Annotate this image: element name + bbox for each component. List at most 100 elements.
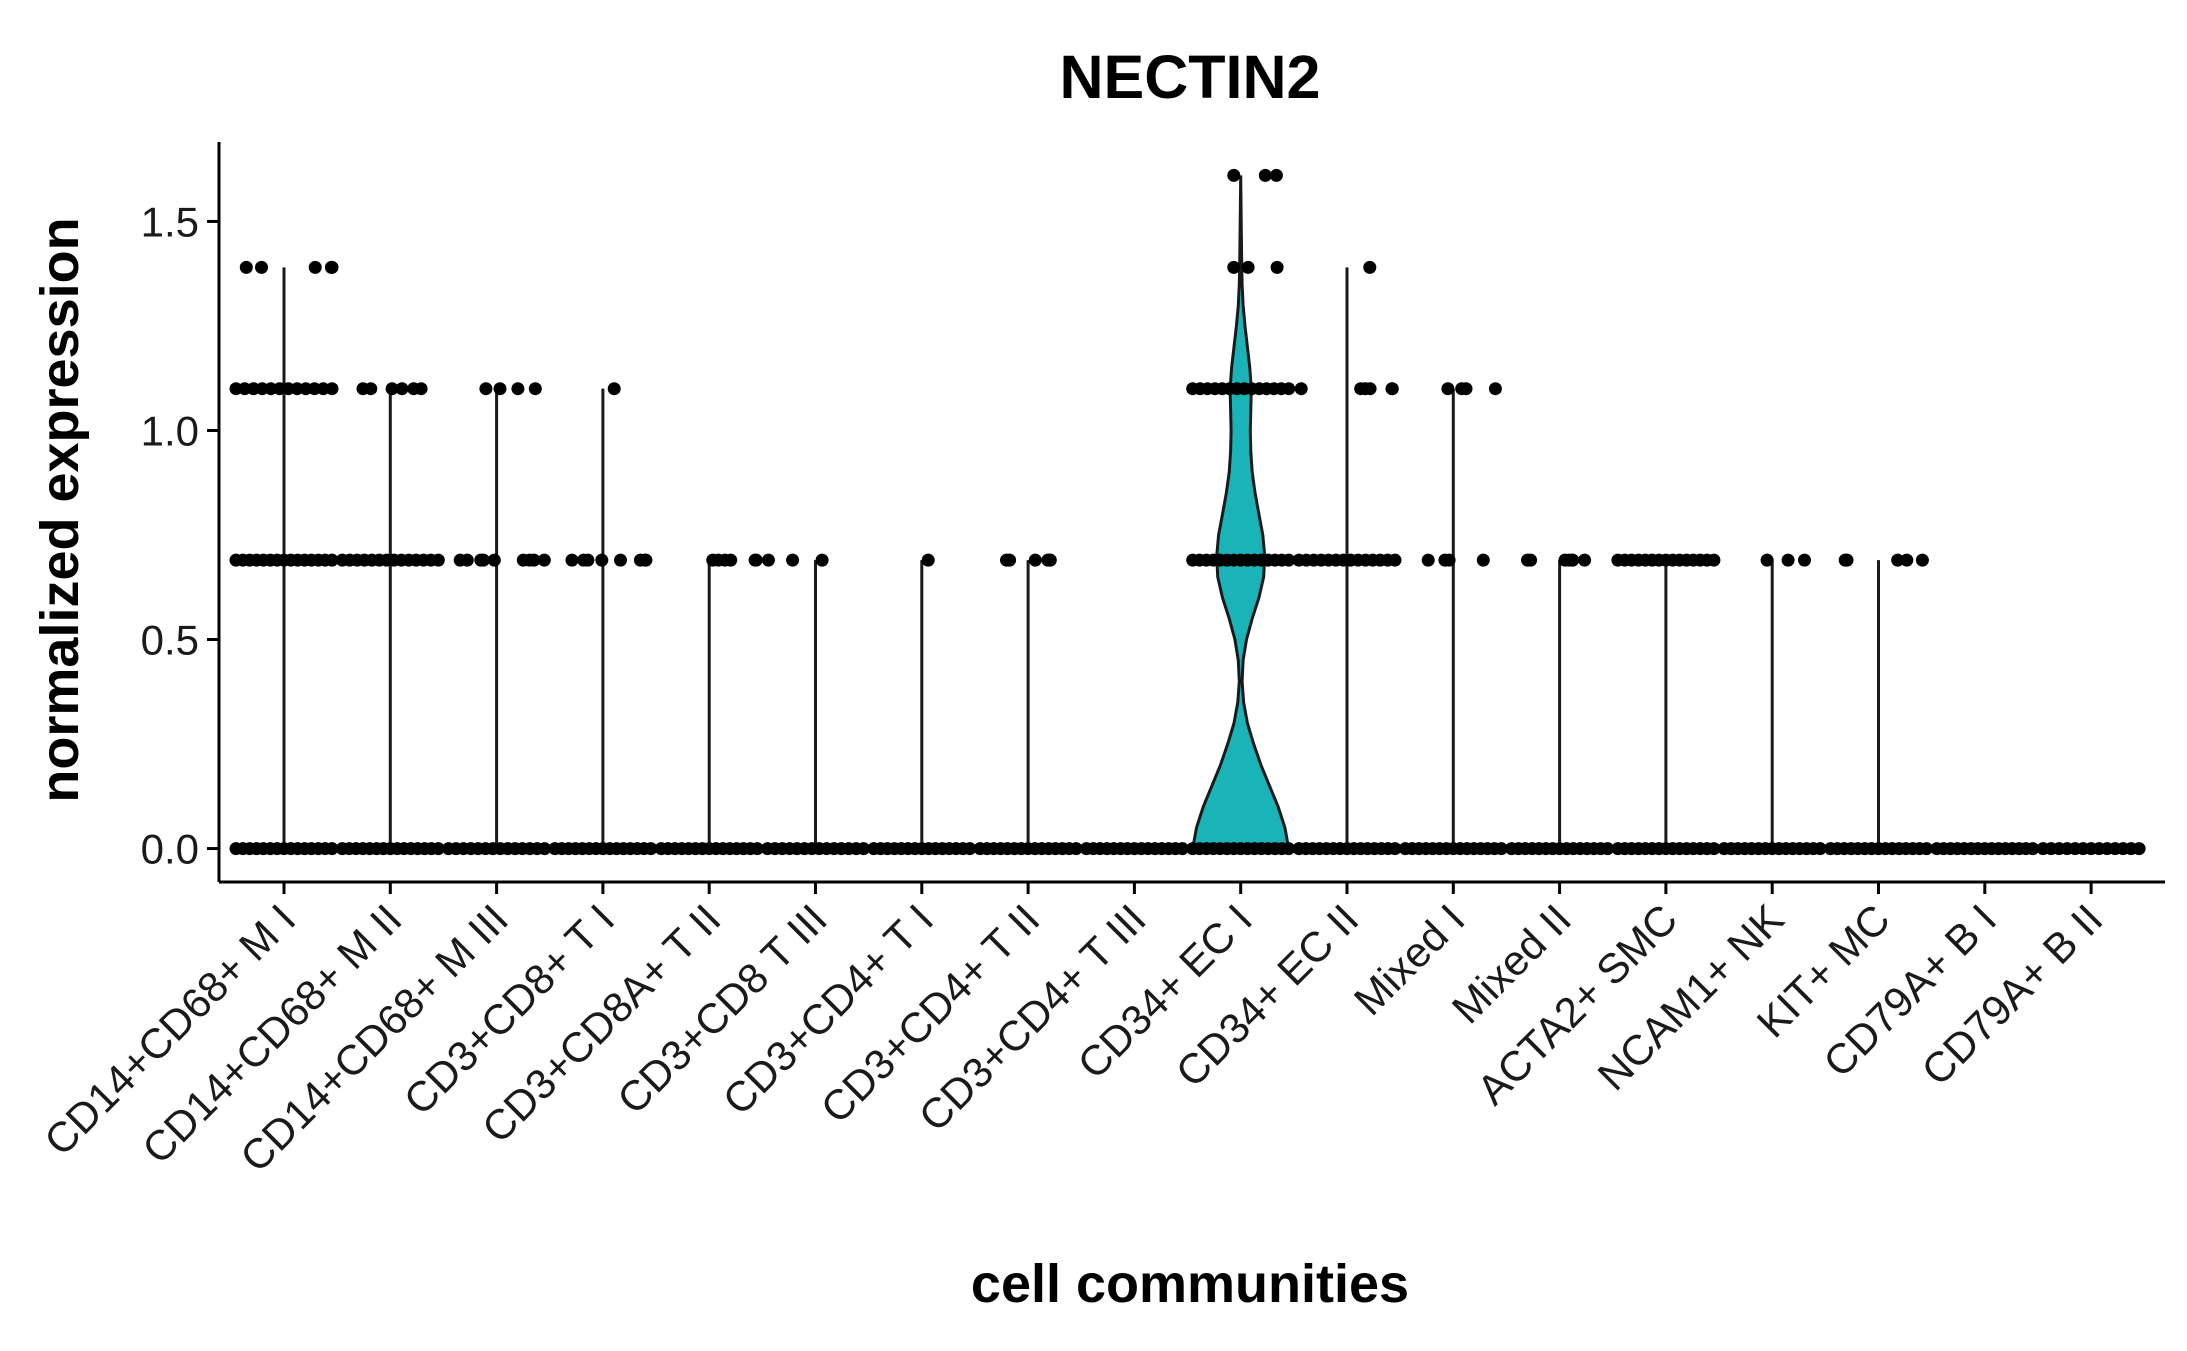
violin-group [1398,382,1508,856]
data-point [1282,842,1296,856]
data-point [325,553,339,567]
data-point [516,553,530,567]
data-point [595,553,609,567]
data-point [1282,553,1296,567]
data-point [493,382,507,396]
data-point [1241,260,1255,274]
data-point [1227,260,1241,274]
data-point [1385,382,1399,396]
data-point [718,553,732,567]
data-point [2132,842,2146,856]
data-point [414,382,428,396]
data-point [1891,553,1905,567]
data-point [614,553,627,567]
data-point [1838,553,1852,567]
data-point [1707,842,1721,856]
data-point [1294,382,1308,396]
data-point [815,553,829,567]
x-tick-label: NCAM1+ NK [1589,895,1793,1099]
data-point [1028,553,1042,567]
violin-group [2036,842,2146,856]
violin-group [1186,168,1296,856]
data-point [761,553,775,567]
data-point [537,553,551,567]
data-point [963,842,977,856]
data-point [1915,553,1929,567]
data-point [1421,553,1435,567]
data-point [239,260,253,274]
data-point [1798,553,1811,567]
violin-group [1824,553,1933,856]
data-point [511,382,525,396]
data-point [786,553,800,567]
data-point [1363,260,1377,274]
data-point [565,553,579,567]
y-tick-label: 1.0 [141,407,199,454]
data-point [1813,842,1827,856]
data-point [2026,842,2040,856]
data-point [1227,168,1241,182]
data-point [385,382,399,396]
violin-group [654,553,764,856]
data-point [479,382,493,396]
data-point [1920,842,1933,856]
data-point [1069,842,1083,856]
data-point [431,842,445,856]
data-point [356,382,370,396]
data-point [857,842,870,856]
data-point [1494,842,1508,856]
data-point [1601,842,1615,856]
data-point [1455,382,1469,396]
data-point [1578,553,1592,567]
data-point [1388,842,1402,856]
data-point [255,260,268,274]
data-point [1388,553,1402,567]
violin-shape [1190,175,1291,851]
data-point [750,842,764,856]
data-point [528,382,542,396]
violin-group [1717,553,1827,856]
data-point [487,553,501,567]
data-point [1781,553,1795,567]
y-axis-title: normalized expression [30,217,90,802]
data-point [431,553,445,567]
data-point [1488,382,1502,396]
violin-group [335,382,445,856]
data-point [1441,382,1455,396]
data-point [1358,382,1372,396]
violin-group [867,553,977,856]
data-point [1438,553,1452,567]
data-point [1900,553,1914,567]
data-point [921,553,935,567]
data-point [633,553,647,567]
data-point [460,553,474,567]
data-point [1476,553,1490,567]
data-point [395,382,409,396]
data-point [1760,553,1774,567]
violin-group [1930,842,2040,856]
data-point [1258,168,1272,182]
violin-group [1505,553,1615,856]
data-point [476,553,490,567]
y-tick-label: 1.5 [141,198,199,245]
data-point [308,260,322,274]
data-point [581,553,595,567]
violin-group [761,553,870,856]
y-tick-label: 0.0 [141,826,199,873]
y-tick-label: 0.5 [141,617,199,664]
violin-group [1079,842,1189,856]
data-point [325,260,339,274]
data-point [1269,168,1283,182]
data-point [1043,553,1057,567]
data-point [644,842,658,856]
data-point [1175,842,1189,856]
violin-group [973,553,1083,856]
violin-group [442,382,552,856]
chart-title: NECTIN2 [1060,43,1321,111]
data-point [1707,553,1721,567]
x-axis-title: cell communities [971,1254,1409,1314]
data-point [1562,553,1576,567]
